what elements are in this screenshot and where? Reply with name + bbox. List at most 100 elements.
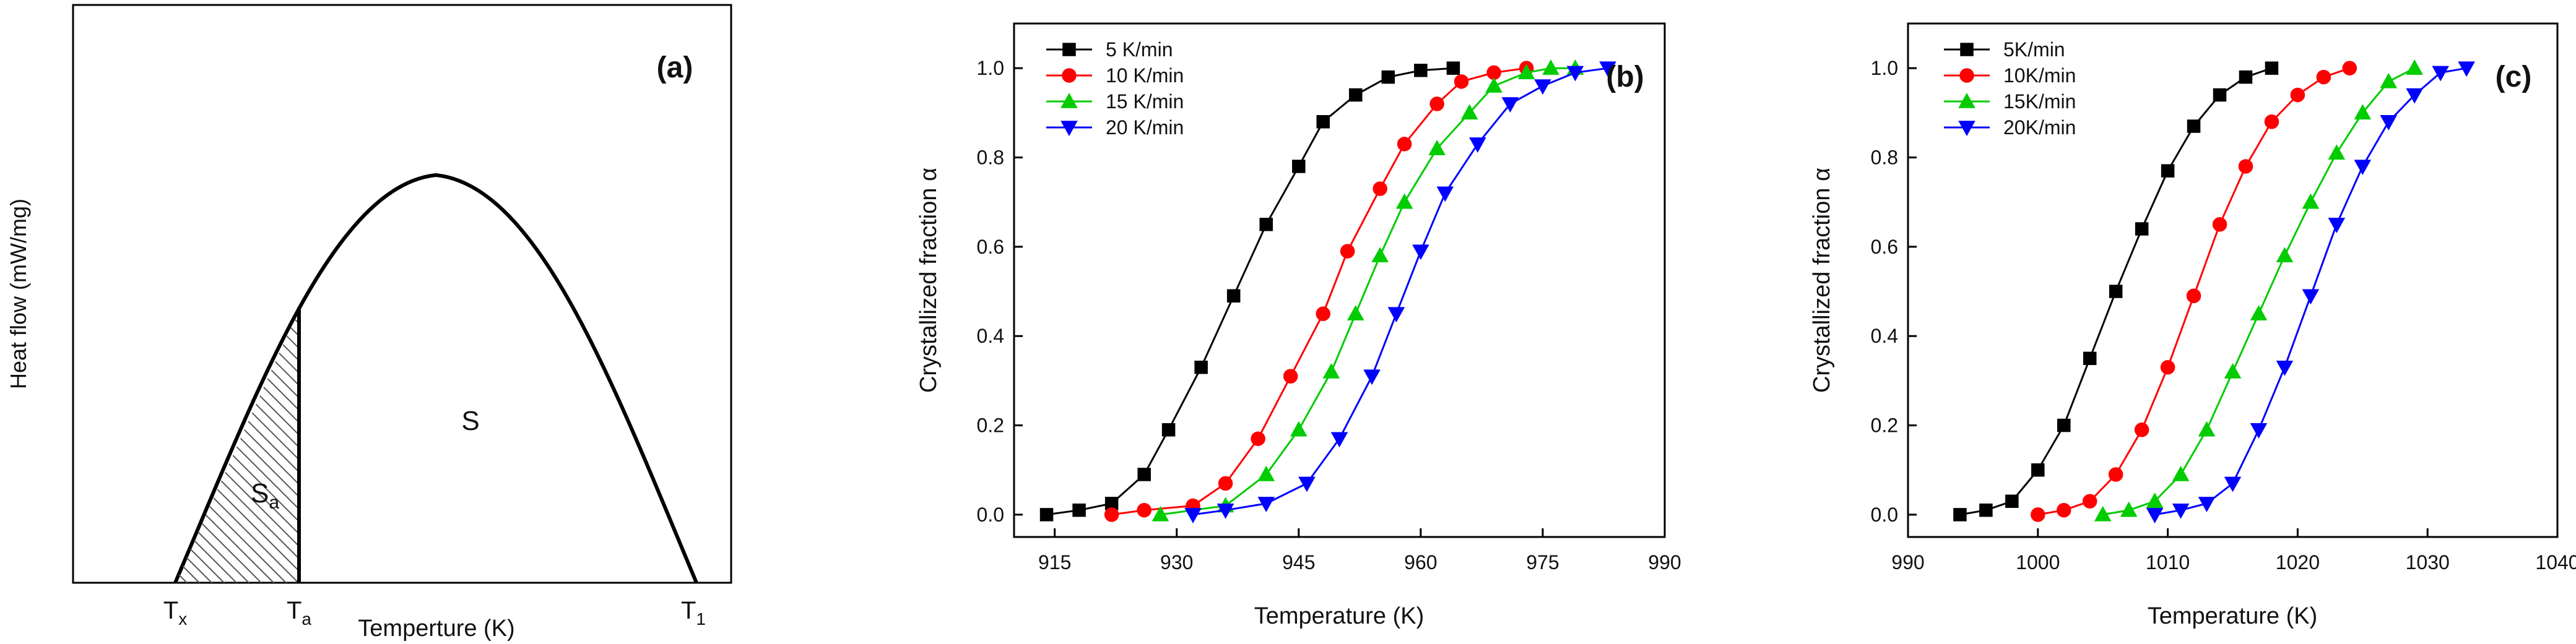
- hatch-line: [471, 297, 768, 594]
- data-point-circle: [2134, 423, 2149, 437]
- data-point-triangle-up: [1542, 59, 1559, 75]
- data-point-triangle-up: [2198, 421, 2216, 437]
- series-line: [2102, 67, 2415, 516]
- hatch-line: [175, 309, 236, 583]
- data-point-triangle-down: [2224, 476, 2242, 492]
- data-point-square: [2109, 285, 2123, 298]
- hatch-line: [347, 297, 644, 594]
- data-point-triangle-up: [2328, 144, 2346, 160]
- hatch-line: [175, 309, 273, 583]
- hatch-line: [495, 297, 792, 594]
- hatch-line: [272, 309, 299, 583]
- region-sa-sub: a: [269, 492, 279, 513]
- legend-label: 15K/min: [2003, 90, 2076, 113]
- panel-c-series: [1953, 59, 2475, 523]
- legend-label: 20 K/min: [1106, 116, 1184, 139]
- data-point-triangle-down: [1060, 121, 1078, 137]
- data-point-circle: [2160, 359, 2175, 375]
- sa-hatch: [175, 297, 904, 594]
- data-point-square: [2265, 61, 2279, 75]
- legend-label: 10K/min: [2003, 64, 2076, 87]
- data-point-triangle-up: [1958, 92, 1975, 108]
- hatch-line: [409, 297, 706, 594]
- data-point-triangle-up: [1322, 363, 1340, 379]
- data-point-circle: [2212, 217, 2227, 232]
- panel-b-axes: 915 930 945 960 975 990 0.0 0.2 0.4 0.6 0.8 1.0: [977, 57, 1681, 573]
- panel-a: (a) Heat flow (mW/mg) Temperture (K) S S…: [6, 4, 904, 642]
- data-point-triangle-up: [2406, 59, 2423, 75]
- hatch-line: [175, 309, 299, 583]
- hatch-line: [210, 309, 299, 583]
- hatch-line: [607, 297, 904, 594]
- panel-c-axes: 990 1000 1010 1020 1030 1040 0.0 0.2 0.4 0.6 0.8 1.…: [1871, 57, 2576, 573]
- hatch-line: [175, 309, 299, 583]
- hatch-line: [446, 297, 743, 594]
- marker-tx-sub: x: [178, 609, 187, 629]
- legend-label: 10 K/min: [1106, 64, 1184, 87]
- hatch-line: [570, 297, 867, 594]
- y-tick-label: 0.8: [977, 147, 1004, 169]
- hatch-line: [235, 309, 299, 583]
- hatch-line: [520, 297, 817, 594]
- data-point-circle: [2238, 159, 2253, 174]
- hatch-line: [185, 309, 299, 583]
- data-point-square: [1292, 160, 1306, 173]
- hatch-line: [508, 297, 805, 594]
- heat-flow-curve: [173, 173, 698, 584]
- data-point-square: [1960, 43, 1974, 56]
- x-tick-label: 915: [1038, 551, 1071, 573]
- hatch-line: [433, 297, 731, 594]
- hatch-line: [175, 309, 299, 583]
- data-point-triangle-up: [1371, 247, 1389, 263]
- hatch-line: [259, 309, 299, 583]
- panel-c-frame: [1907, 22, 2559, 538]
- data-point-square: [2083, 351, 2097, 366]
- series-line: [1192, 67, 1608, 516]
- data-point-circle: [1251, 431, 1265, 446]
- hatch-line: [175, 309, 285, 583]
- data-point-triangle-up: [1395, 193, 1413, 209]
- x-tick-label: 990: [1648, 551, 1681, 573]
- hatch-line: [421, 297, 718, 594]
- data-point-triangle-down: [1184, 508, 1202, 523]
- data-point-triangle-up: [1151, 505, 1169, 522]
- data-point-square: [2005, 494, 2019, 509]
- hatch-line: [483, 297, 780, 594]
- x-tick-label: 1030: [2406, 551, 2450, 573]
- hatch-line: [396, 297, 693, 594]
- marker-ta: Ta: [287, 597, 311, 629]
- y-tick-label: 1.0: [977, 57, 1004, 79]
- data-point-square: [1381, 70, 1395, 84]
- panel-b: 915 930 945 960 975 990 0.0 0.2 0.4 0.6 0.8 1.0 5 K…: [916, 22, 1681, 629]
- data-point-triangle-up: [2120, 501, 2138, 517]
- hatch-line: [175, 309, 299, 583]
- data-point-square: [2031, 463, 2045, 477]
- legend-label: 15 K/min: [1106, 90, 1184, 113]
- y-tick-label: 0.0: [1871, 504, 1898, 526]
- region-sa-main: S: [251, 478, 269, 509]
- data-point-triangle-up: [2302, 193, 2320, 209]
- data-point-triangle-down: [1599, 61, 1616, 77]
- hatch-line: [247, 309, 299, 583]
- data-point-triangle-up: [2172, 465, 2190, 481]
- hatch-line: [175, 309, 299, 583]
- x-tick-label: 990: [1891, 551, 1924, 573]
- y-tick-label: 0.4: [1871, 325, 1898, 347]
- y-tick-label: 0.2: [977, 414, 1004, 437]
- hatch-line: [557, 297, 854, 594]
- data-point-triangle-down: [2276, 360, 2294, 376]
- data-point-circle: [2031, 507, 2045, 522]
- y-tick-label: 0.0: [977, 504, 1004, 526]
- data-point-triangle-down: [2302, 289, 2320, 305]
- data-point-triangle-down: [2328, 218, 2346, 233]
- data-point-square: [1414, 64, 1428, 77]
- data-point-circle: [2108, 467, 2123, 482]
- hatch-line: [175, 309, 211, 583]
- y-tick-label: 0.8: [1871, 147, 1898, 169]
- data-point-square: [2057, 418, 2071, 432]
- data-point-square: [1062, 43, 1076, 56]
- data-point-triangle-up: [2146, 492, 2164, 509]
- data-point-triangle-up: [1257, 465, 1275, 481]
- data-point-triangle-down: [1257, 497, 1275, 512]
- data-point-circle: [1316, 306, 1330, 321]
